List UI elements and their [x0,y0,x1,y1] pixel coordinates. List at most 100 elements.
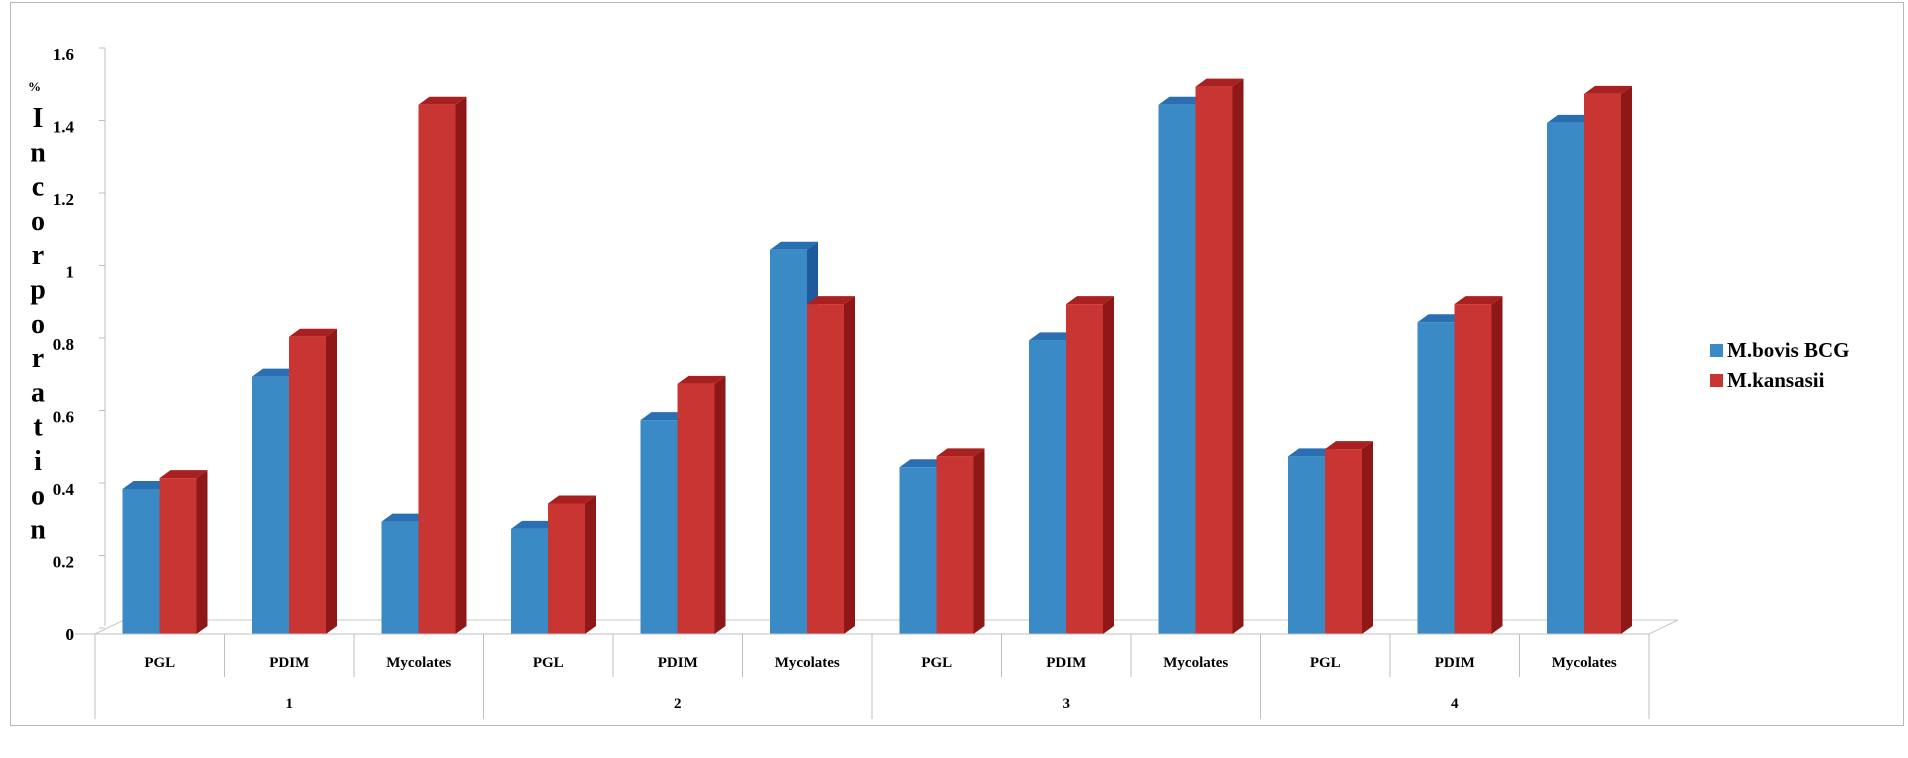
y-tick-label: 0.4 [53,480,75,499]
bar-top [1325,441,1373,450]
y-axis-title-letter: c [32,172,44,203]
y-axis-title-letter: i [34,446,42,477]
bar [677,375,726,634]
bar-side [455,96,467,634]
x-category-label: PDIM [1046,655,1086,671]
bar-front [677,383,715,634]
x-category-label: PDIM [1435,655,1475,671]
bar-front [1454,304,1492,634]
bar-front [770,249,807,634]
bar-top [1158,96,1207,105]
bar-side [326,328,337,634]
bar-front [1029,340,1066,634]
bar-top [899,459,948,468]
bars [122,78,1632,634]
bar-front [418,104,456,634]
bar-front [1066,304,1103,634]
x-category-label: PGL [533,655,564,671]
bar-top [807,296,855,305]
bar-top [122,481,171,489]
bar-side [973,448,985,634]
x-category-label: Mycolates [386,655,451,671]
bar-front [122,489,160,634]
bar-front [548,503,585,634]
bar-side [1232,78,1244,634]
y-axis-title-letter: o [31,206,45,237]
x-category-label: PDIM [658,655,698,671]
bar-front [159,478,197,634]
x-category-label: PGL [1310,655,1341,671]
y-axis-title-letter: n [30,515,46,546]
bar-front [807,304,844,634]
y-tick-label: 1.4 [53,118,75,137]
y-axis-title-letter: p [30,275,46,306]
y-axis-title-letter: o [31,309,45,340]
bar [936,448,985,634]
y-tick-label: 0.6 [53,408,74,427]
bar [159,470,208,634]
y-axis-title-letter: a [31,377,45,408]
bar-front [899,467,937,634]
bar-side [1103,296,1114,634]
bar-front [936,456,974,634]
bar-front [640,420,678,634]
bar-top [1066,296,1114,305]
bar-top [677,375,726,384]
legend: M.bovis BCG M.kansasii [1710,338,1850,392]
x-category-label: PGL [144,655,175,671]
bar [807,296,855,634]
legend-label: M.kansasii [1727,368,1825,392]
y-axis-title-letter: r [32,343,44,374]
bar-side [844,296,855,634]
x-category-label: PGL [921,655,952,671]
bar-top [381,513,430,522]
bar-top [936,448,985,457]
x-category-label: PDIM [269,655,309,671]
bar [1584,85,1632,634]
bar-front [381,521,419,634]
legend-swatch [1710,374,1723,387]
y-axis: 0 0.2 0.4 0.6 0.8 1 1.2 1.4 1.6 [53,45,106,644]
x-group-label: 2 [674,696,682,712]
bar-top [252,368,300,377]
bar-front [1417,322,1455,634]
bar-top [770,241,818,250]
bar [1325,441,1373,634]
y-tick-label: 1.6 [53,45,74,64]
bar-top [1417,314,1466,323]
bar [1454,296,1503,634]
bar [289,328,337,634]
y-tick-label: 1 [66,263,75,282]
y-axis-title-prefix: % [28,79,41,94]
y-axis-title-letter: r [32,240,44,271]
bar-side [1491,296,1503,634]
y-tick-label: 0 [66,625,75,644]
y-axis-title-letter: o [31,480,45,511]
x-group-label: 1 [286,696,294,712]
bar-side [585,495,596,634]
bar-front [1195,86,1233,634]
y-tick-label: 0.2 [53,553,74,572]
bar [1195,78,1244,634]
bar-top [1547,114,1595,123]
bar-side [1362,441,1373,634]
x-category-label: Mycolates [1552,655,1617,671]
y-axis-title-letter: t [33,412,43,443]
y-tick-label: 0.8 [53,335,74,354]
x-group-label: 4 [1451,696,1459,712]
bar-side [196,470,208,634]
x-group-label: 3 [1063,696,1071,712]
bar-top [640,412,689,421]
legend-label: M.bovis BCG [1727,338,1850,362]
bar-front [511,528,548,634]
y-tick-label: 1.2 [53,190,74,209]
bar [1066,296,1114,634]
bar-top [548,495,596,504]
bar-top [1195,78,1244,87]
bar-front [252,376,289,634]
x-axis: 0 PGL PDIM Mycolates PGL PDIM Mycolates PGL PDIM… [66,625,1650,719]
bar-top [1029,332,1077,341]
bar-top [1288,448,1336,457]
